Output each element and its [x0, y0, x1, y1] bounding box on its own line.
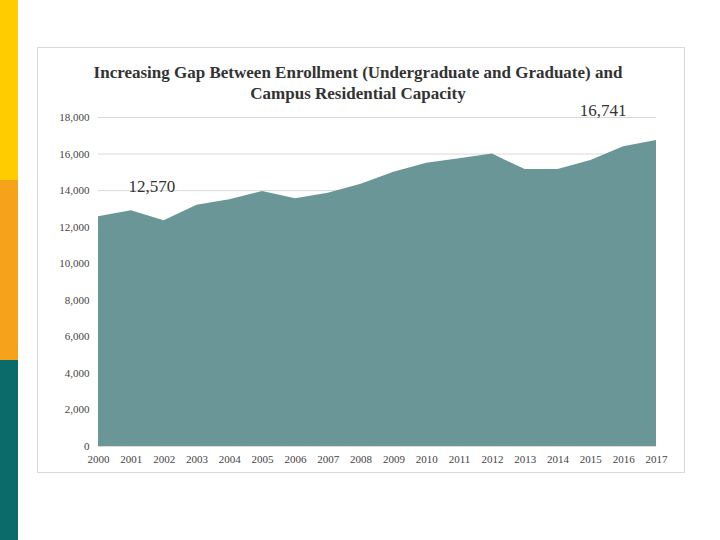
svg-text:16,000: 16,000	[59, 148, 90, 160]
svg-text:2009: 2009	[383, 453, 406, 465]
svg-text:2011: 2011	[449, 453, 471, 465]
svg-text:6,000: 6,000	[65, 330, 90, 342]
svg-text:2012: 2012	[481, 453, 503, 465]
svg-text:2015: 2015	[580, 453, 603, 465]
svg-text:10,000: 10,000	[59, 257, 90, 269]
svg-text:2016: 2016	[613, 453, 636, 465]
svg-text:18,000: 18,000	[59, 111, 90, 123]
svg-text:2010: 2010	[416, 453, 439, 465]
svg-text:16,741: 16,741	[580, 105, 627, 120]
svg-text:2006: 2006	[284, 453, 307, 465]
svg-text:2002: 2002	[153, 453, 175, 465]
svg-text:2000: 2000	[88, 453, 111, 465]
svg-text:2005: 2005	[252, 453, 275, 465]
svg-text:2004: 2004	[219, 453, 242, 465]
svg-text:2008: 2008	[350, 453, 373, 465]
html-text:Increasing Gap Between Enrollm: Increasing Gap Between Enrollment (Under…	[93, 63, 623, 103]
svg-text:12,570: 12,570	[129, 177, 176, 196]
svg-text:2007: 2007	[317, 453, 340, 465]
svg-text:12,000: 12,000	[59, 221, 90, 233]
svg-text:2017: 2017	[646, 453, 669, 465]
svg-text:0: 0	[84, 440, 90, 452]
svg-text:2001: 2001	[120, 453, 142, 465]
svg-text:4,000: 4,000	[65, 367, 90, 379]
svg-text:14,000: 14,000	[59, 184, 90, 196]
svg-text:2013: 2013	[514, 453, 537, 465]
svg-text:2014: 2014	[547, 453, 570, 465]
svg-text:2003: 2003	[186, 453, 209, 465]
svg-text:8,000: 8,000	[65, 294, 90, 306]
svg-text:2,000: 2,000	[65, 403, 90, 415]
